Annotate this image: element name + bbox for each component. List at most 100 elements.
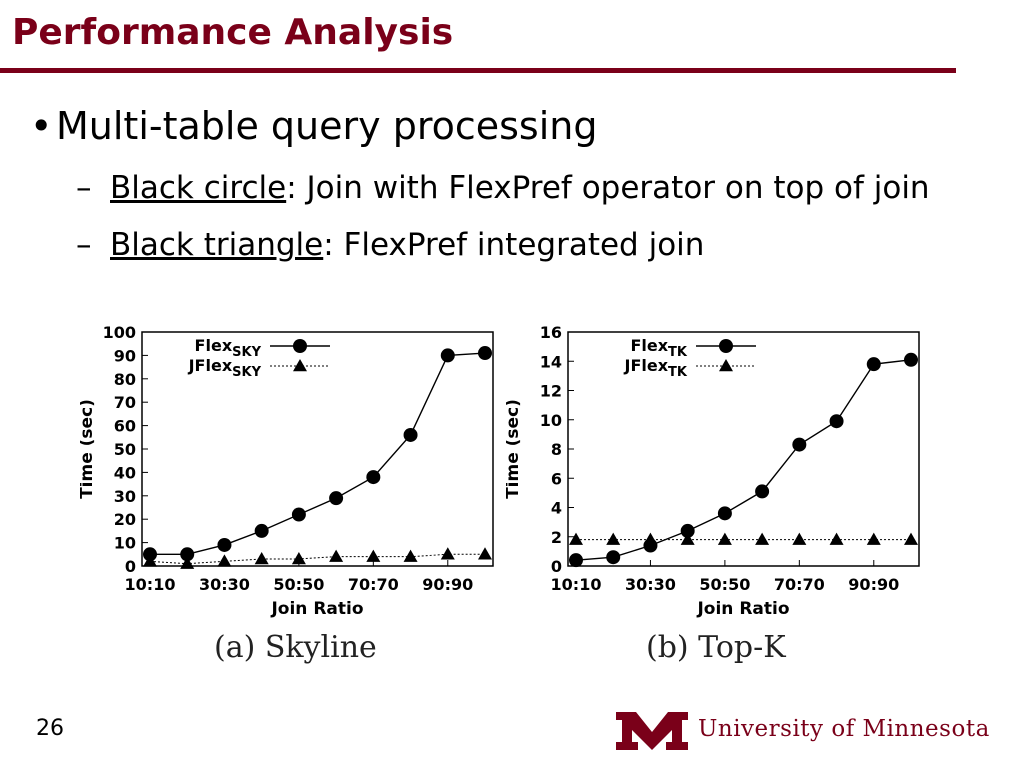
data-point-triangle [569, 532, 583, 545]
y-tick-label: 40 [114, 463, 136, 482]
title-rule [0, 68, 956, 73]
data-point-circle [440, 348, 455, 363]
y-tick-label: 60 [114, 417, 136, 436]
legend-marker-triangle [719, 359, 733, 372]
legend-subscript: TK [668, 345, 688, 360]
data-point-triangle [866, 532, 881, 545]
skyline-caption: (a) Skyline [214, 630, 377, 665]
y-axis-label: Time (sec) [80, 399, 97, 499]
data-point-triangle [717, 532, 732, 545]
sub-bullet-2-label: Black triangle [110, 227, 324, 263]
data-point-circle [829, 414, 844, 429]
data-point-triangle [180, 556, 195, 569]
data-point-triangle [478, 547, 492, 560]
y-tick-label: 2 [551, 528, 562, 547]
y-tick-label: 0 [125, 557, 136, 576]
data-point-circle [755, 484, 770, 499]
data-point-circle [606, 550, 621, 565]
x-tick-label: 30:30 [199, 575, 250, 594]
data-point-triangle [792, 532, 807, 545]
data-point-triangle [329, 549, 344, 562]
data-point-triangle [440, 547, 455, 560]
legend-subscript: SKY [232, 365, 261, 380]
y-axis-label: Time (sec) [506, 399, 523, 499]
bullet-dot-icon: • [30, 104, 53, 148]
y-tick-label: 90 [114, 346, 136, 365]
plot-frame [567, 331, 920, 567]
data-point-triangle [254, 551, 269, 565]
slide-title: Performance Analysis [12, 12, 454, 53]
series-line [575, 359, 912, 561]
data-point-triangle [143, 554, 157, 567]
university-logo: University of Minnesota [614, 706, 1014, 754]
x-tick-label: 30:30 [625, 575, 676, 594]
data-point-circle [180, 547, 195, 562]
y-tick-label: 70 [114, 393, 136, 412]
x-tick-label: 90:90 [848, 575, 899, 594]
data-point-circle [403, 427, 418, 442]
y-tick-label: 8 [551, 440, 562, 459]
sub-bullet-1-text: : Join with FlexPref operator on top of … [286, 170, 930, 206]
x-tick-label: 10:10 [551, 575, 602, 594]
bullet-text: Multi-table query processing [56, 104, 598, 148]
data-point-circle [569, 553, 583, 568]
y-tick-label: 100 [103, 323, 136, 342]
sub-bullet-2: – Black triangle: FlexPref integrated joi… [76, 227, 704, 263]
y-tick-label: 14 [540, 352, 562, 371]
data-point-triangle [217, 554, 232, 567]
y-tick-label: 80 [114, 370, 136, 389]
data-point-triangle [291, 551, 306, 565]
data-point-triangle [829, 532, 844, 545]
legend-subscript: SKY [232, 345, 261, 360]
data-point-triangle [680, 532, 695, 545]
sub-bullet-1: – Black circle: Join with FlexPref operat… [76, 170, 930, 206]
data-point-triangle [755, 532, 770, 545]
sub-bullet-1-label: Black circle [110, 170, 287, 206]
series-line [150, 352, 486, 556]
dash-icon: – [76, 227, 92, 263]
y-tick-label: 30 [114, 487, 136, 506]
skyline-chart: 0 10 20 30 40 50 60 70 80 90 100 10:10 30:30 50:50 70:… [77, 318, 500, 632]
x-tick-label: 90:90 [422, 575, 473, 594]
bullet-item: •Multi-table query processing [30, 104, 597, 148]
dash-icon: – [76, 170, 92, 206]
data-point-triangle [366, 549, 381, 562]
y-tick-label: 4 [551, 499, 562, 518]
data-point-triangle [904, 532, 918, 545]
y-tick-label: 10 [114, 534, 136, 553]
data-point-circle [792, 437, 807, 452]
data-point-circle [143, 547, 157, 562]
data-point-circle [866, 357, 881, 372]
x-axis-label: Join Ratio [270, 599, 363, 619]
data-point-circle [478, 346, 492, 361]
x-tick-label: 10:10 [125, 575, 176, 594]
x-tick-label: 70:70 [774, 575, 825, 594]
x-axis-label: Join Ratio [696, 599, 789, 619]
topk-caption: (b) Top-K [646, 630, 786, 665]
page-number: 26 [36, 716, 64, 741]
block-m-logo-icon [616, 712, 688, 750]
data-point-circle [254, 523, 269, 538]
y-tick-label: 12 [540, 382, 562, 401]
data-point-circle [904, 352, 918, 367]
y-tick-label: 20 [114, 510, 136, 529]
series-line [149, 553, 485, 565]
legend-subscript: TK [668, 365, 688, 380]
data-point-circle [717, 506, 732, 521]
topk-chart-svg: 0 2 4 6 8 10 12 14 16 10:10 30:30 50:50 70:70 90:90 Jo… [503, 323, 920, 619]
y-tick-label: 6 [551, 469, 562, 488]
legend-marker-triangle [293, 359, 307, 372]
y-tick-label: 0 [551, 557, 562, 576]
data-point-circle [680, 523, 695, 538]
x-tick-label: 50:50 [273, 575, 324, 594]
logo-text: University of Minnesota [698, 716, 990, 742]
y-tick-label: 10 [540, 411, 562, 430]
x-tick-label: 50:50 [699, 575, 750, 594]
y-tick-label: 16 [540, 323, 562, 342]
data-point-circle [291, 507, 306, 522]
skyline-chart-svg: 0 10 20 30 40 50 60 70 80 90 100 10:10 30:30 50:50 70:… [77, 323, 494, 619]
data-point-circle [217, 537, 232, 552]
data-point-triangle [643, 532, 658, 545]
legend-marker-circle [293, 339, 307, 353]
data-point-circle [329, 491, 344, 506]
